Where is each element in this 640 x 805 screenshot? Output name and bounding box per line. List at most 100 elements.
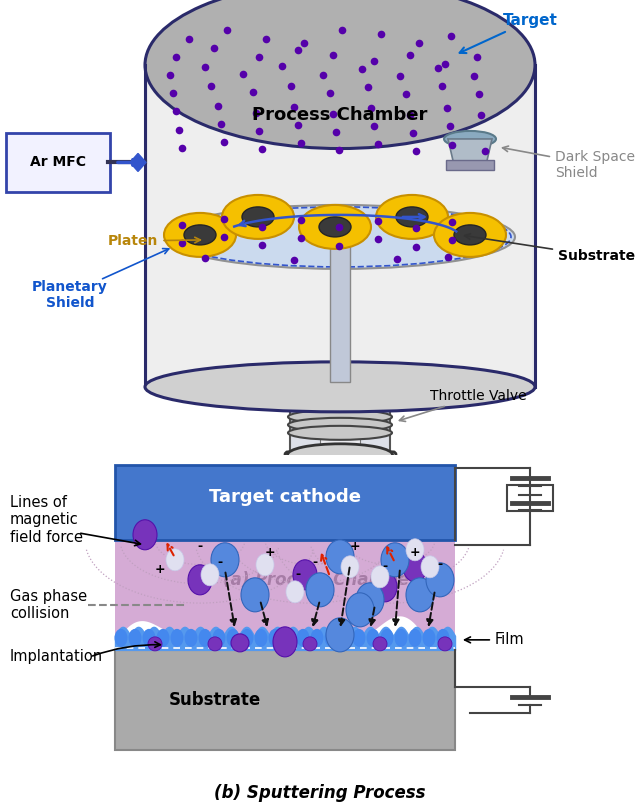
Ellipse shape — [346, 592, 374, 627]
Ellipse shape — [373, 637, 387, 651]
FancyBboxPatch shape — [6, 133, 110, 192]
Ellipse shape — [367, 629, 380, 647]
Ellipse shape — [396, 207, 428, 227]
Text: Gas phase
collision: Gas phase collision — [10, 588, 87, 621]
Ellipse shape — [293, 559, 317, 590]
Text: -: - — [296, 568, 301, 581]
Ellipse shape — [145, 0, 535, 149]
Ellipse shape — [434, 213, 506, 257]
Ellipse shape — [373, 572, 397, 602]
Polygon shape — [330, 237, 350, 382]
Ellipse shape — [438, 637, 452, 651]
Ellipse shape — [184, 225, 216, 245]
Text: (b) Sputtering Process: (b) Sputtering Process — [214, 784, 426, 802]
Polygon shape — [148, 65, 532, 385]
Ellipse shape — [157, 629, 170, 647]
Ellipse shape — [288, 426, 392, 440]
Ellipse shape — [454, 225, 486, 245]
Ellipse shape — [408, 629, 422, 647]
Text: +: + — [349, 540, 360, 553]
Ellipse shape — [444, 131, 496, 147]
Ellipse shape — [421, 555, 439, 578]
Text: Substrate: Substrate — [169, 691, 261, 709]
Text: Throttle Valve: Throttle Valve — [399, 389, 527, 422]
Polygon shape — [115, 464, 455, 540]
Ellipse shape — [201, 564, 219, 586]
Ellipse shape — [381, 629, 394, 647]
Polygon shape — [115, 650, 455, 750]
Text: Film: Film — [465, 633, 525, 647]
Ellipse shape — [326, 618, 354, 652]
Ellipse shape — [133, 520, 157, 550]
Ellipse shape — [406, 578, 434, 612]
Ellipse shape — [341, 555, 359, 578]
Ellipse shape — [339, 629, 351, 647]
Ellipse shape — [145, 362, 535, 412]
Text: (a) Process Chamber: (a) Process Chamber — [223, 571, 417, 588]
Ellipse shape — [188, 565, 212, 595]
Ellipse shape — [170, 629, 184, 647]
Ellipse shape — [288, 410, 392, 424]
Ellipse shape — [269, 629, 282, 647]
Polygon shape — [446, 160, 494, 170]
Ellipse shape — [394, 629, 408, 647]
Text: Target cathode: Target cathode — [209, 489, 361, 506]
Text: +: + — [265, 547, 275, 559]
Ellipse shape — [273, 627, 297, 657]
Ellipse shape — [166, 549, 184, 571]
Ellipse shape — [211, 543, 239, 577]
Ellipse shape — [148, 637, 162, 651]
Ellipse shape — [319, 217, 351, 237]
Ellipse shape — [282, 629, 296, 647]
Ellipse shape — [208, 637, 222, 651]
Text: Implantation: Implantation — [10, 650, 103, 664]
Text: -: - — [312, 556, 317, 569]
Polygon shape — [320, 392, 360, 455]
Ellipse shape — [255, 629, 268, 647]
Ellipse shape — [212, 629, 225, 647]
Ellipse shape — [241, 629, 253, 647]
Ellipse shape — [164, 213, 236, 257]
Ellipse shape — [287, 444, 392, 466]
Ellipse shape — [143, 629, 156, 647]
Ellipse shape — [288, 418, 392, 431]
Polygon shape — [115, 540, 455, 690]
Ellipse shape — [324, 629, 337, 647]
Ellipse shape — [306, 573, 334, 607]
Text: Dark Space
Shield: Dark Space Shield — [502, 146, 635, 180]
Ellipse shape — [296, 629, 310, 647]
Polygon shape — [145, 65, 535, 387]
Text: -: - — [383, 560, 388, 573]
Text: -: - — [197, 540, 203, 553]
Text: -: - — [437, 559, 443, 572]
Ellipse shape — [115, 629, 127, 647]
FancyBboxPatch shape — [507, 485, 553, 510]
Ellipse shape — [299, 205, 371, 249]
Text: Lines of
magnetic
field force: Lines of magnetic field force — [10, 495, 83, 545]
Ellipse shape — [422, 629, 435, 647]
Ellipse shape — [436, 629, 449, 647]
Ellipse shape — [231, 634, 249, 652]
Ellipse shape — [353, 629, 365, 647]
Ellipse shape — [256, 554, 274, 576]
Ellipse shape — [310, 629, 323, 647]
Polygon shape — [130, 154, 146, 171]
Ellipse shape — [165, 205, 515, 269]
Text: Pump: Pump — [316, 489, 364, 504]
Ellipse shape — [376, 195, 448, 239]
Text: Target: Target — [460, 13, 557, 53]
Ellipse shape — [356, 583, 384, 617]
Ellipse shape — [242, 207, 274, 227]
Text: Process Chamber: Process Chamber — [252, 106, 428, 124]
Text: -: - — [218, 556, 223, 569]
Ellipse shape — [129, 629, 141, 647]
Text: Ar MFC: Ar MFC — [30, 155, 86, 169]
Polygon shape — [290, 387, 390, 455]
Ellipse shape — [198, 629, 211, 647]
Polygon shape — [448, 139, 492, 165]
Ellipse shape — [222, 195, 294, 239]
Ellipse shape — [371, 566, 389, 588]
Ellipse shape — [381, 543, 409, 577]
FancyBboxPatch shape — [285, 452, 396, 540]
Ellipse shape — [426, 563, 454, 597]
